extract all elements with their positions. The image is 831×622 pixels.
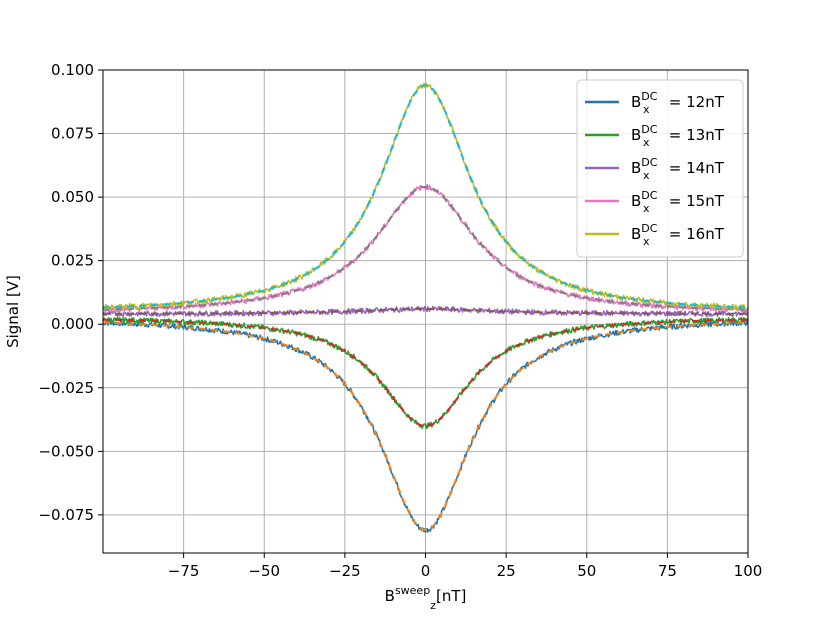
legend-label: BDC x = 16nT (631, 222, 725, 248)
legend-label-sub: x (643, 169, 650, 182)
x-tick-label: 0 (421, 562, 431, 580)
series-12nT-data-line (102, 319, 749, 533)
legend-box (576, 79, 744, 258)
x-tick-label: −75 (168, 562, 200, 580)
legend-label-sup: DC (641, 123, 657, 136)
legend-label-value: = 15nT (664, 192, 725, 210)
x-tick-label: −25 (329, 562, 361, 580)
legend-label: BDC x = 12nT (631, 90, 725, 116)
series-15nT-data-line (102, 183, 749, 313)
x-axis-ticks: −75 −50 −25 0 25 50 75 100 (168, 553, 763, 580)
legend-label-base: B (631, 93, 641, 111)
data-curves (102, 82, 749, 533)
y-tick-label: 0.025 (51, 252, 94, 270)
legend-label-sup: DC (641, 90, 657, 103)
x-tick-label: 100 (734, 562, 763, 580)
legend-label-sup: DC (641, 156, 657, 169)
x-tick-label: 50 (577, 562, 596, 580)
legend-label: BDC x = 15nT (631, 189, 725, 215)
legend-label-value: = 12nT (664, 93, 725, 111)
y-tick-label: 0.050 (51, 188, 94, 206)
series-14nT-data-line (102, 305, 749, 317)
x-tick-label: 25 (497, 562, 516, 580)
series-12nT-fit-line (103, 321, 748, 532)
legend-label-sub: x (643, 136, 650, 149)
legend-label-value: = 14nT (664, 159, 725, 177)
y-tick-label: −0.075 (38, 506, 94, 524)
y-axis-ticks: 0.100 0.075 0.050 0.025 0.000 −0.025 −0.050 −0.… (38, 61, 103, 524)
y-tick-label: 0.000 (51, 315, 94, 333)
legend-label-base: B (631, 192, 641, 210)
x-tick-label: −50 (248, 562, 280, 580)
legend-label-sub: x (643, 202, 650, 215)
legend-label-base: B (631, 159, 641, 177)
legend-label-sub: x (643, 103, 650, 116)
legend-label-value: = 13nT (664, 126, 725, 144)
legend-label-sub: x (643, 235, 650, 248)
y-axis-label: Signal [V] (4, 275, 22, 348)
series-15nT-fit-line (103, 185, 748, 311)
y-tick-label: −0.050 (38, 442, 94, 460)
series-13nT-data-line (102, 316, 749, 429)
legend-label-sup: DC (641, 189, 657, 202)
series-16nT-fit-line (103, 84, 748, 309)
y-tick-label: 0.075 (51, 125, 94, 143)
y-tick-label: 0.100 (51, 61, 94, 79)
legend-label-sup: DC (641, 222, 657, 235)
x-tick-label: 75 (658, 562, 677, 580)
x-axis-label-sup: sweep (395, 584, 430, 597)
legend-label-base: B (631, 126, 641, 144)
legend-label-value: = 16nT (664, 225, 725, 243)
x-axis-label-unit: [nT] (436, 587, 466, 605)
x-axis-label-sub: z (430, 599, 436, 612)
y-tick-label: −0.025 (38, 379, 94, 397)
legend-label: BDC x = 13nT (631, 123, 725, 149)
x-axis-label-base: B (385, 587, 395, 605)
legend-label-base: B (631, 225, 641, 243)
x-axis-label: Bsweepz[nT] (385, 584, 467, 612)
legend-label: BDC x = 14nT (631, 156, 725, 182)
